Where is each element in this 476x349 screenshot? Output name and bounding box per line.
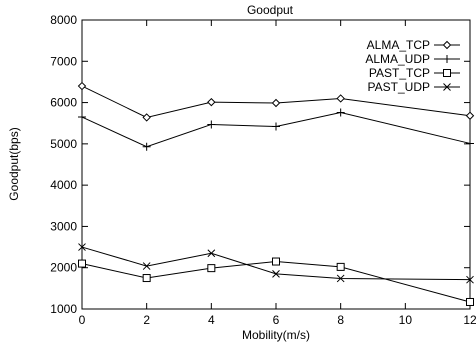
y-tick-label: 2000 [50,261,77,275]
y-tick-label: 8000 [50,13,77,27]
data-point-past-tcp [142,274,151,283]
legend-marker-alma-udp [443,55,451,63]
x-tick-label: 6 [273,313,280,327]
data-point-past-tcp [272,257,280,266]
x-tick-label: 12 [463,313,476,327]
y-tick-label: 5000 [50,137,77,151]
series-layer [77,81,475,306]
y-axis-label: Goodput(bps) [7,127,21,200]
chart-title: Goodput [247,3,294,17]
series-line-past-udp [81,246,471,281]
legend-marker-past-tcp [443,69,451,77]
series-line-past-tcp [81,261,471,303]
data-point-past-tcp [78,259,86,268]
data-point-past-udp [207,249,216,258]
y-tick-label: 7000 [50,54,77,68]
data-point-past-udp [272,270,280,278]
x-axis: 0 2 4 6 8 10 12 [79,20,476,327]
x-tick-label: 4 [208,313,215,327]
legend-marker-alma-tcp [442,40,452,50]
data-point-past-tcp [336,262,345,271]
legend-label: PAST_TCP [369,66,430,80]
x-tick-label: 8 [337,313,344,327]
data-point-alma-udp [272,122,280,131]
data-point-alma-udp [142,142,151,151]
data-point-past-udp [78,243,86,251]
data-point-alma-tcp [336,94,345,103]
series-alma-udp [78,108,474,151]
data-point-alma-tcp [465,111,475,120]
legend-marker-past-udp [443,83,451,91]
data-point-past-udp [336,274,345,283]
y-tick-label: 6000 [50,96,77,110]
data-point-past-udp [466,275,474,284]
legend-label: ALMA_UDP [365,52,430,66]
data-point-past-udp [142,262,151,270]
x-tick-label: 2 [143,313,150,327]
legend-label: PAST_UDP [368,80,430,94]
data-point-alma-udp [207,120,216,129]
data-point-alma-udp [466,139,474,148]
data-point-alma-tcp [142,113,151,122]
data-point-past-tcp [466,297,474,306]
y-tick-label: 3000 [50,219,77,233]
data-point-alma-tcp [271,98,281,108]
data-point-alma-udp [336,108,345,117]
series-line-alma-udp [81,111,471,148]
x-axis-label: Mobility(m/s) [242,328,310,342]
data-point-alma-udp [78,113,86,122]
data-point-alma-tcp [207,97,216,107]
y-tick-label: 4000 [50,178,77,192]
data-point-past-tcp [207,264,216,273]
legend-label: ALMA_TCP [367,38,430,52]
y-axis: 1000 2000 3000 4000 5000 6000 7000 8000 [50,13,470,316]
series-line-alma-tcp [81,85,471,118]
series-alma-tcp [77,81,475,122]
x-tick-label: 0 [79,313,86,327]
series-past-udp [78,243,474,284]
y-tick-label: 1000 [50,302,77,316]
x-tick-label: 10 [399,313,413,327]
series-past-tcp [78,257,474,306]
data-point-alma-tcp [77,81,87,91]
